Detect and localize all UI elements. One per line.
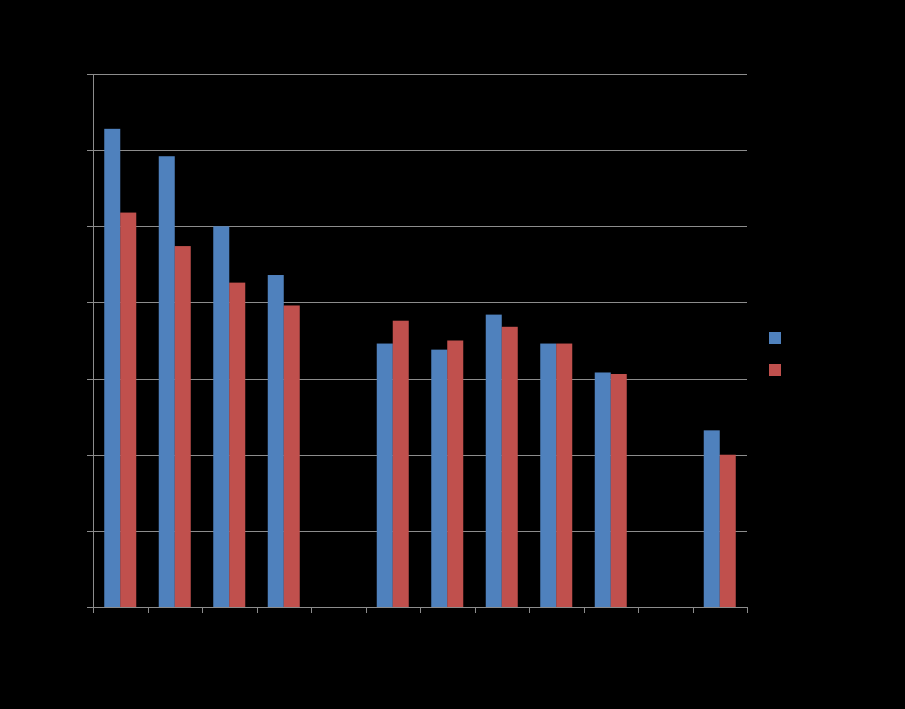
bar-series-2 (283, 305, 300, 607)
bar-series-2 (447, 340, 464, 607)
legend-swatch-series-2 (769, 364, 781, 376)
gridlines (93, 74, 747, 532)
bars (104, 128, 736, 608)
bar-series-1 (594, 372, 611, 607)
bar-series-1 (158, 156, 175, 607)
legend (769, 332, 781, 376)
legend-swatch-series-1 (769, 332, 781, 344)
bar-series-1 (267, 275, 284, 607)
bar-series-1 (213, 226, 230, 608)
bar-series-1 (703, 430, 720, 607)
bar-series-2 (719, 454, 736, 607)
bar-series-1 (540, 343, 557, 607)
bar-series-2 (501, 326, 518, 607)
bar-series-2 (120, 212, 137, 607)
bar-series-2 (556, 343, 573, 607)
bar-series-1 (104, 128, 121, 607)
bar-series-2 (392, 320, 409, 607)
axes (87, 74, 748, 613)
bar-series-2 (229, 282, 246, 607)
bar-series-2 (174, 246, 191, 607)
bar-series-2 (610, 374, 627, 607)
bar-series-1 (376, 343, 393, 607)
bar-series-1 (485, 314, 502, 607)
bar-series-1 (431, 349, 448, 607)
